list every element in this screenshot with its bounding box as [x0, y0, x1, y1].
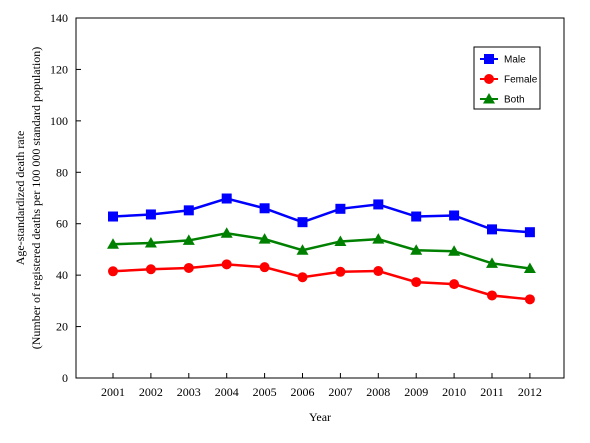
- x-tick-label: 2002: [139, 385, 163, 399]
- data-point-female: [335, 266, 346, 277]
- x-axis-title: Year: [309, 410, 331, 424]
- legend-marker-female: [484, 74, 494, 84]
- data-point-both: [220, 227, 233, 238]
- plot-frame: [75, 17, 565, 379]
- y-tick-label: 80: [56, 165, 68, 179]
- legend-marker-male: [484, 54, 494, 64]
- x-tick-label: 2011: [480, 385, 504, 399]
- y-axis-title-line1: Age-standardized death rate: [13, 131, 27, 266]
- x-tick-label: 2001: [101, 385, 125, 399]
- legend-label-female: Female: [504, 75, 538, 86]
- data-point-male: [335, 203, 346, 214]
- series-lines: [107, 193, 536, 305]
- x-tick-label: 2010: [442, 385, 466, 399]
- y-tick-label: 40: [56, 268, 68, 282]
- data-point-both: [372, 233, 385, 244]
- x-tick-label: 2004: [215, 385, 239, 399]
- data-point-both: [523, 262, 536, 273]
- data-point-female: [373, 266, 384, 277]
- data-point-female: [449, 279, 460, 290]
- x-tick-label: 2008: [366, 385, 390, 399]
- y-axis-title-line2: (Number of registered deaths per 100 000…: [29, 47, 43, 350]
- data-point-female: [524, 294, 535, 305]
- legend-marker-both: [483, 93, 495, 104]
- data-point-male: [297, 217, 308, 228]
- data-point-male: [183, 205, 194, 216]
- x-tick-label: 2009: [404, 385, 428, 399]
- data-point-female: [183, 262, 194, 273]
- data-point-both: [486, 257, 498, 268]
- data-point-female: [297, 272, 308, 283]
- x-tick-label: 2007: [328, 385, 352, 399]
- data-point-male: [145, 209, 156, 220]
- data-point-both: [410, 244, 423, 255]
- axes: 0 20 40 60 80 100 120 140 2001 2002 2003 2004 2005 20…: [50, 11, 565, 399]
- series-line-female: [112, 263, 531, 301]
- data-point-both: [296, 244, 309, 255]
- y-tick-label: 0: [62, 371, 68, 385]
- data-point-female: [411, 277, 422, 288]
- y-tick-label: 20: [56, 320, 68, 334]
- y-tick-label: 100: [50, 114, 68, 128]
- data-point-both: [107, 238, 119, 249]
- data-point-male: [373, 199, 384, 210]
- legend-label-both: Both: [504, 95, 525, 106]
- data-point-male: [221, 193, 232, 204]
- y-tick-label: 120: [50, 62, 68, 76]
- data-point-male: [411, 211, 422, 222]
- data-point-male: [524, 227, 535, 238]
- y-tick-label: 60: [56, 217, 68, 231]
- data-point-both: [182, 234, 195, 245]
- data-point-female: [221, 259, 232, 270]
- data-point-male: [487, 224, 497, 235]
- data-point-both: [448, 245, 461, 256]
- data-point-male: [259, 203, 270, 214]
- series-line-male: [112, 197, 530, 234]
- data-point-female: [108, 266, 118, 277]
- data-point-both: [144, 237, 157, 248]
- data-point-female: [487, 290, 497, 301]
- x-tick-label: 2012: [518, 385, 542, 399]
- x-tick-label: 2005: [253, 385, 277, 399]
- data-point-male: [108, 211, 118, 222]
- data-point-female: [145, 264, 156, 275]
- x-tick-label: 2006: [291, 385, 315, 399]
- data-point-female: [259, 262, 270, 273]
- data-point-male: [449, 210, 460, 221]
- legend: Male Female Both: [473, 46, 541, 110]
- x-tick-label: 2003: [177, 385, 201, 399]
- legend-label-male: Male: [504, 55, 526, 66]
- data-point-both: [334, 235, 347, 246]
- data-point-both: [258, 233, 271, 244]
- series-line-both: [112, 231, 531, 270]
- y-tick-label: 140: [50, 11, 68, 25]
